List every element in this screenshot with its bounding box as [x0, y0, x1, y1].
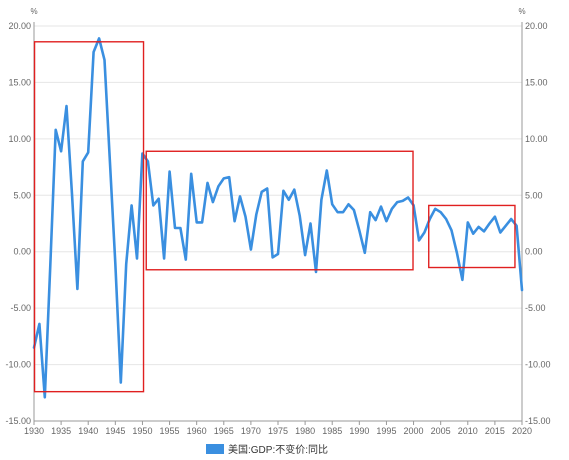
x-tick-label: 2010: [458, 426, 478, 436]
legend[interactable]: 美国:GDP:不变价:同比: [206, 443, 328, 456]
x-tick-label: 2005: [431, 426, 451, 436]
x-tick-label: 1950: [132, 426, 152, 436]
x-tick-label: 1985: [322, 426, 342, 436]
legend-label: 美国:GDP:不变价:同比: [228, 443, 328, 456]
highlight-box: [145, 150, 414, 271]
x-tick-label: 1945: [105, 426, 125, 436]
y-tick-label: 20.00: [8, 21, 31, 31]
y-unit-left-label: %: [30, 7, 37, 16]
y-tick-label: -5.00: [10, 303, 31, 313]
y-tick-label: -15.00: [525, 416, 551, 426]
x-tick-label: 1955: [160, 426, 180, 436]
y-tick-label: 10.00: [8, 134, 31, 144]
y-tick-label: -15.00: [5, 416, 31, 426]
y-tick-label: -10.00: [525, 360, 551, 370]
y-tick-label: 0.00: [13, 247, 31, 257]
x-tick-label: 1965: [214, 426, 234, 436]
y-tick-label: 5.00: [13, 190, 31, 200]
x-tick-label: 1930: [24, 426, 44, 436]
x-tick-label: 1975: [268, 426, 288, 436]
y-axis-left-ticks: 20.00 15.00 10.00 5.00 0.00 -5.00 -10.00 -15.00: [5, 21, 31, 426]
x-tick-label: 2000: [404, 426, 424, 436]
y-tick-label: 20.00: [525, 21, 548, 31]
legend-swatch: [206, 444, 224, 454]
x-tick-label: 1935: [51, 426, 71, 436]
series-line: [32, 37, 524, 399]
series-layer: [32, 37, 524, 399]
x-tick-label: 1970: [241, 426, 261, 436]
y-tick-label: 10.00: [525, 134, 548, 144]
y-tick-label: 15.00: [525, 77, 548, 87]
y-tick-label: 15.00: [8, 77, 31, 87]
y-tick-label: -5.00: [525, 303, 546, 313]
x-tick-label: 1990: [349, 426, 369, 436]
y-axis-right-ticks: 20.00 15.00 10.00 5.00 0.00 -5.00 -10.00 -15.00: [525, 21, 551, 426]
y-tick-label: 0.00: [525, 247, 543, 257]
y-unit-right-label: %: [518, 7, 525, 16]
x-tick-label: 1995: [376, 426, 396, 436]
highlight-box: [428, 204, 516, 269]
highlight-box: [33, 41, 145, 393]
y-tick-label: -10.00: [5, 360, 31, 370]
x-tick-label: 1980: [295, 426, 315, 436]
highlight-boxes: [33, 41, 516, 393]
y-tick-label: 5.00: [525, 190, 543, 200]
x-tick-label: 2015: [485, 426, 505, 436]
x-tick-label: 2020: [512, 426, 532, 436]
x-tick-label: 1960: [187, 426, 207, 436]
x-tick-label: 1940: [78, 426, 98, 436]
x-axis-ticks: 1930 1935 1940 1945 1950 1955 1960 1965 1970 1975…: [24, 421, 532, 436]
axes: [33, 22, 523, 422]
